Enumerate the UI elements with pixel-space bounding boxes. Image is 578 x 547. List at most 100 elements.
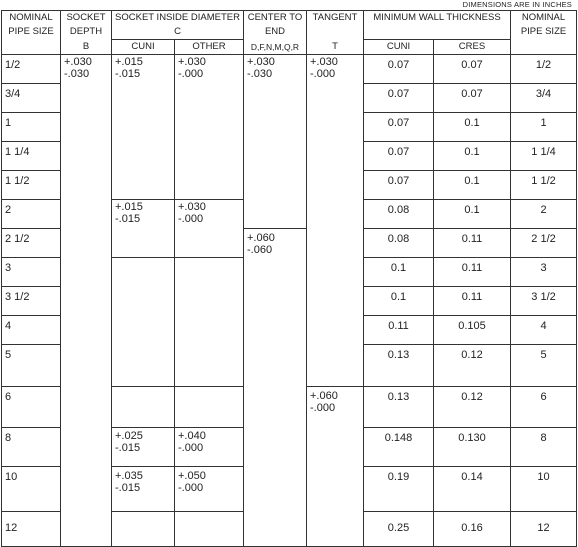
sid-other-tol: +.030 -.000 — [174, 54, 244, 200]
header-tangent-2 — [306, 25, 364, 40]
header-nominal-2: PIPE SIZE — [1, 25, 61, 40]
header-nominal-right: NOMINAL — [510, 10, 578, 25]
sid-cuni-blank — [111, 511, 175, 547]
pipe-size-right: 2 1/2 — [510, 228, 578, 258]
pipe-size-right: 5 — [510, 344, 578, 387]
header-center-codes: D,F,N,M,Q,R — [243, 39, 307, 55]
pipe-size: 1 — [1, 112, 61, 142]
header-center-to-end-2: END — [243, 25, 307, 40]
pipe-size: 10 — [1, 466, 61, 512]
pipe-size-right: 4 — [510, 315, 578, 345]
sid-other-blank — [174, 386, 244, 428]
wall-cuni: 0.1 — [363, 257, 434, 287]
wall-cuni: 0.07 — [363, 141, 434, 171]
wall-cres: 0.07 — [432, 83, 512, 113]
pipe-size-right: 6 — [510, 386, 578, 428]
table-row: 4 0.11 0.105 4 — [1, 315, 578, 345]
table-row: 8 +.025 -.015 +.040 -.000 0.148 0.130 8 — [1, 427, 578, 467]
pipe-size: 5 — [1, 344, 61, 387]
wall-cuni: 0.13 — [363, 344, 434, 387]
table-row: 5 0.13 0.12 5 — [1, 344, 578, 387]
sid-other-blank — [174, 257, 244, 387]
table-row: 1/2 +.030 -.030 +.015 -.015 +.030 -.000 +.0… — [1, 54, 578, 547]
header-cuni: CUNI — [111, 39, 175, 55]
tangent-tol: +.030 -.000 — [306, 54, 364, 387]
pipe-size-right: 3 — [510, 257, 578, 287]
header-wall-cuni: CUNI — [363, 39, 434, 55]
header-socket-inside-c: C — [111, 25, 244, 40]
pipe-size-right: 3/4 — [510, 83, 578, 113]
wall-cres: 0.11 — [432, 228, 512, 258]
header-wall-cres: CRES — [432, 39, 512, 55]
pipe-size: 6 — [1, 386, 61, 428]
wall-cres: 0.1 — [432, 199, 512, 229]
pipe-size: 3/4 — [1, 83, 61, 113]
tangent-tol: +.060 -.000 — [306, 386, 364, 547]
wall-cres: 0.1 — [432, 112, 512, 142]
wall-cres: 0.1 — [432, 141, 512, 171]
sid-cuni-tol: +.015 -.015 — [111, 54, 175, 200]
center-tol: +.030 -.030 — [243, 54, 307, 229]
wall-cres: 0.11 — [432, 257, 512, 287]
table-row: 3 1/2 0.1 0.11 3 1/2 — [1, 286, 578, 316]
table-row: 2 1/2 +.060 -.060 0.08 0.11 2 1/2 — [1, 228, 578, 547]
sid-other-tol: +.030 -.000 — [174, 199, 244, 258]
pipe-size: 1 1/4 — [1, 141, 61, 171]
header-socket-depth-b: B — [60, 39, 112, 55]
pipe-size-right: 1 1/2 — [510, 170, 578, 200]
pipe-size-right: 1/2 — [510, 54, 578, 84]
center-tol: +.060 -.060 — [243, 228, 307, 547]
wall-cuni: 0.07 — [363, 112, 434, 142]
wall-cuni: 0.07 — [363, 83, 434, 113]
pipe-size: 3 — [1, 257, 61, 287]
pipe-size: 12 — [1, 511, 61, 547]
sid-other-tol: +.050 -.000 — [174, 466, 244, 512]
pipe-size: 8 — [1, 427, 61, 467]
header-socket-depth-2: DEPTH — [60, 25, 112, 40]
wall-cres: 0.12 — [432, 344, 512, 387]
header-socket-inside: SOCKET INSIDE DIAMETER — [111, 10, 244, 25]
wall-cres: 0.130 — [432, 427, 512, 467]
header-nominal-right-2: PIPE SIZE — [510, 25, 578, 40]
header-nominal: NOMINAL — [1, 10, 61, 25]
dimensions-table: NOMINAL SOCKET SOCKET INSIDE DIAMETER CE… — [1, 10, 578, 547]
wall-cuni: 0.13 — [363, 386, 434, 428]
wall-cres: 0.12 — [432, 386, 512, 428]
header-nominal-3 — [1, 39, 61, 55]
sid-cuni-tol: +.025 -.015 — [111, 427, 175, 467]
sid-other-blank — [174, 511, 244, 547]
wall-cuni: 0.08 — [363, 199, 434, 229]
header-socket-depth: SOCKET — [60, 10, 112, 25]
header-nominal-right-3 — [510, 39, 578, 55]
header-min-wall: MINIMUM WALL THICKNESS — [362, 10, 512, 40]
table-row: 1 0.07 0.1 1 — [1, 112, 578, 142]
wall-cres: 0.14 — [432, 466, 512, 512]
wall-cres: 0.11 — [432, 286, 512, 316]
sid-cuni-tol: +.035 -.015 — [111, 466, 175, 512]
header-center-to-end: CENTER TO — [243, 10, 307, 25]
wall-cres: 0.1 — [432, 170, 512, 200]
pipe-size: 4 — [1, 315, 61, 345]
units-note: DIMENSIONS ARE IN INCHES — [462, 0, 572, 9]
table-row: 1 1/4 0.07 0.1 1 1/4 — [1, 141, 578, 171]
pipe-size: 2 — [1, 199, 61, 229]
pipe-size-right: 1 1/4 — [510, 141, 578, 171]
pipe-size: 1/2 — [1, 54, 61, 84]
sid-cuni-tol: +.015 -.015 — [111, 199, 175, 258]
header-other: OTHER — [174, 39, 244, 55]
pipe-size: 2 1/2 — [1, 228, 61, 258]
wall-cres: 0.105 — [432, 315, 512, 345]
pipe-size-right: 3 1/2 — [510, 286, 578, 316]
table-row: 6 +.060 -.000 0.13 0.12 6 — [1, 386, 578, 547]
header-tangent: TANGENT — [306, 10, 364, 25]
wall-cuni: 0.1 — [363, 286, 434, 316]
sid-other-tol: +.040 -.000 — [174, 427, 244, 467]
pipe-size: 3 1/2 — [1, 286, 61, 316]
socket-depth-tol: +.030 -.030 — [60, 54, 112, 547]
sid-cuni-blank — [111, 257, 175, 387]
pipe-size-right: 2 — [510, 199, 578, 229]
wall-cres: 0.16 — [432, 511, 512, 547]
table-row: 2 +.015 -.015 +.030 -.000 0.08 0.1 2 — [1, 199, 578, 258]
pipe-size-right: 10 — [510, 466, 578, 512]
pipe-size-right: 8 — [510, 427, 578, 467]
